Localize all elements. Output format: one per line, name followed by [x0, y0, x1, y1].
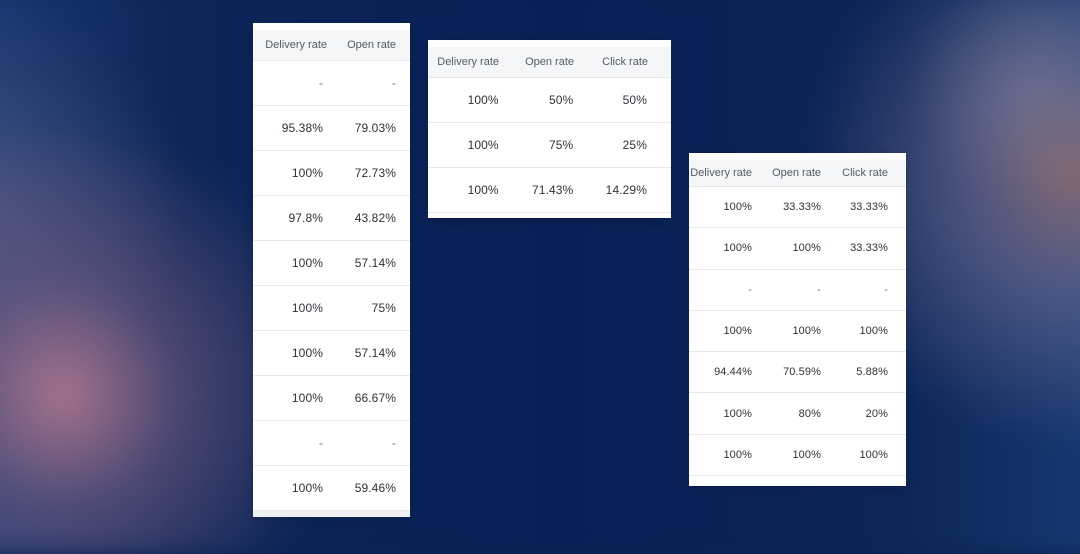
column-header-delivery-rate: Delivery rate: [437, 55, 499, 68]
click-rate-cell: 14.29%: [605, 183, 647, 197]
delivery-rate-cell: 100%: [723, 242, 752, 255]
table-header: Delivery rate Open rate Click rate: [428, 47, 671, 78]
table-body: 100% 33.33% 33.33% 100% 100% 33.33% - - …: [689, 187, 906, 477]
delivery-rate-cell: -: [318, 76, 323, 90]
table-header: Delivery rate Open rate: [253, 30, 410, 61]
delivery-rate-cell: 100%: [723, 407, 752, 420]
column-header-click-rate: Click rate: [602, 55, 648, 68]
click-rate-cell: 33.33%: [850, 242, 888, 255]
delivery-rate-cell: 100%: [291, 301, 323, 315]
panel-top-strip: [428, 40, 671, 47]
click-rate-cell: 100%: [859, 448, 888, 461]
open-rate-cell: 75%: [549, 138, 574, 152]
column-header-delivery-rate: Delivery rate: [690, 166, 752, 179]
table-row: 100% 75%: [253, 286, 410, 331]
delivery-rate-cell: 100%: [291, 166, 323, 180]
table-row: - -: [253, 61, 410, 106]
open-rate-cell: 100%: [792, 242, 821, 255]
open-rate-cell: 72.73%: [354, 166, 396, 180]
open-rate-cell: 57.14%: [354, 346, 396, 360]
table-row: 100% 57.14%: [253, 241, 410, 286]
table-body: - - 95.38% 79.03% 100% 72.73% 97.8% 43.8…: [253, 61, 410, 511]
delivery-rate-cell: 95.38%: [281, 121, 323, 135]
open-rate-cell: 71.43%: [532, 183, 574, 197]
delivery-rate-cell: -: [748, 283, 752, 296]
delivery-rate-cell: 100%: [467, 93, 499, 107]
table-row: 100% 50% 50%: [428, 78, 671, 123]
table-row: 100% 100% 33.33%: [689, 228, 906, 270]
panel-footer-strip: [253, 511, 410, 517]
table-row: 100% 71.43% 14.29%: [428, 168, 671, 213]
panel-top-strip: [689, 153, 906, 160]
table-row: 100% 100% 100%: [689, 435, 906, 477]
column-header-open-rate: Open rate: [525, 55, 574, 68]
panel-top-strip: [253, 23, 410, 30]
table-row: 100% 80% 20%: [689, 393, 906, 435]
metrics-table-panel-2: Delivery rate Open rate Click rate 100% …: [428, 40, 671, 218]
click-rate-cell: 20%: [865, 407, 888, 420]
table-row: 94.44% 70.59% 5.88%: [689, 352, 906, 394]
open-rate-cell: 79.03%: [354, 121, 396, 135]
delivery-rate-cell: 100%: [291, 391, 323, 405]
delivery-rate-cell: 94.44%: [714, 366, 752, 379]
column-header-open-rate: Open rate: [347, 38, 396, 51]
open-rate-cell: 80%: [798, 407, 821, 420]
table-row: 100% 100% 100%: [689, 311, 906, 353]
panel-footer-strip: [428, 213, 671, 218]
table-row: - - -: [689, 270, 906, 311]
delivery-rate-cell: 100%: [291, 346, 323, 360]
open-rate-cell: -: [391, 436, 396, 450]
table-row: 100% 72.73%: [253, 151, 410, 196]
click-rate-cell: -: [884, 283, 888, 296]
delivery-rate-cell: 100%: [291, 256, 323, 270]
column-header-delivery-rate: Delivery rate: [265, 38, 327, 51]
table-row: 100% 59.46%: [253, 466, 410, 511]
table-row: 95.38% 79.03%: [253, 106, 410, 151]
delivery-rate-cell: 100%: [467, 183, 499, 197]
table-row: 100% 75% 25%: [428, 123, 671, 168]
delivery-rate-cell: 100%: [291, 481, 323, 495]
table-header: Delivery rate Open rate Click rate: [689, 160, 906, 187]
open-rate-cell: 70.59%: [783, 366, 821, 379]
open-rate-cell: 43.82%: [354, 211, 396, 225]
click-rate-cell: 25%: [622, 138, 647, 152]
table-body: 100% 50% 50% 100% 75% 25% 100% 71.43% 14…: [428, 78, 671, 213]
open-rate-cell: 33.33%: [783, 201, 821, 214]
delivery-rate-cell: 100%: [723, 201, 752, 214]
open-rate-cell: 75%: [371, 301, 396, 315]
delivery-rate-cell: 97.8%: [288, 211, 323, 225]
delivery-rate-cell: -: [318, 436, 323, 450]
open-rate-cell: 59.46%: [354, 481, 396, 495]
delivery-rate-cell: 100%: [723, 448, 752, 461]
click-rate-cell: 100%: [859, 325, 888, 338]
open-rate-cell: 66.67%: [354, 391, 396, 405]
click-rate-cell: 33.33%: [850, 201, 888, 214]
table-row: 100% 57.14%: [253, 331, 410, 376]
delivery-rate-cell: 100%: [723, 325, 752, 338]
table-row: 100% 33.33% 33.33%: [689, 187, 906, 229]
column-header-open-rate: Open rate: [772, 166, 821, 179]
open-rate-cell: 57.14%: [354, 256, 396, 270]
open-rate-cell: 100%: [792, 448, 821, 461]
panel-footer-strip: [689, 476, 906, 486]
metrics-table-panel-3: Delivery rate Open rate Click rate 100% …: [689, 153, 906, 486]
delivery-rate-cell: 100%: [467, 138, 499, 152]
open-rate-cell: -: [817, 283, 821, 296]
open-rate-cell: -: [391, 76, 396, 90]
open-rate-cell: 100%: [792, 325, 821, 338]
column-header-click-rate: Click rate: [842, 166, 888, 179]
table-row: - -: [253, 421, 410, 466]
open-rate-cell: 50%: [549, 93, 574, 107]
click-rate-cell: 50%: [622, 93, 647, 107]
click-rate-cell: 5.88%: [856, 366, 888, 379]
table-row: 97.8% 43.82%: [253, 196, 410, 241]
metrics-table-panel-1: Delivery rate Open rate - - 95.38% 79.03…: [253, 23, 410, 517]
table-row: 100% 66.67%: [253, 376, 410, 421]
